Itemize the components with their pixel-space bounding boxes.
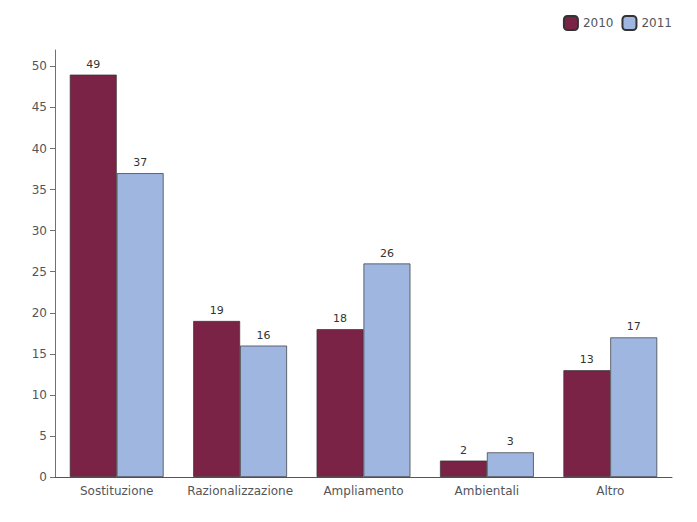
svg-text:49: 49 (86, 58, 100, 71)
svg-text:20: 20 (32, 306, 47, 320)
svg-text:Sostituzione: Sostituzione (80, 484, 154, 498)
svg-text:Razionalizzazione: Razionalizzazione (187, 484, 293, 498)
svg-text:17: 17 (627, 320, 641, 333)
svg-text:Altro: Altro (596, 484, 624, 498)
svg-text:15: 15 (32, 347, 47, 361)
svg-text:2: 2 (460, 444, 467, 457)
svg-text:Ambientali: Ambientali (455, 484, 520, 498)
svg-text:3: 3 (507, 435, 514, 448)
svg-text:26: 26 (380, 247, 394, 260)
svg-text:50: 50 (32, 59, 47, 73)
svg-text:37: 37 (133, 156, 147, 169)
svg-text:10: 10 (32, 388, 47, 402)
svg-text:30: 30 (32, 224, 47, 238)
svg-text:40: 40 (32, 142, 47, 156)
svg-text:0: 0 (39, 470, 47, 484)
svg-text:35: 35 (32, 183, 47, 197)
svg-text:13: 13 (580, 353, 594, 366)
svg-text:Ampliamento: Ampliamento (323, 484, 403, 498)
svg-text:2011: 2011 (641, 16, 672, 30)
svg-text:45: 45 (32, 100, 47, 114)
svg-text:18: 18 (333, 312, 347, 325)
svg-text:16: 16 (257, 329, 271, 342)
svg-text:5: 5 (39, 429, 47, 443)
svg-text:19: 19 (210, 304, 224, 317)
svg-text:2010: 2010 (583, 16, 614, 30)
svg-text:25: 25 (32, 265, 47, 279)
